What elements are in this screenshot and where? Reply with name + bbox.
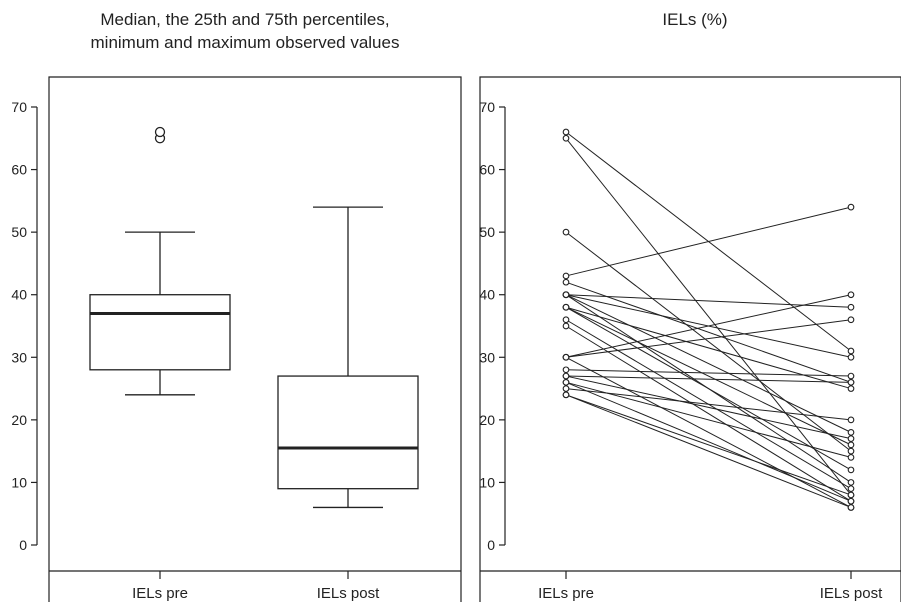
point-post — [847, 504, 855, 511]
point-post — [847, 491, 855, 499]
point-post — [847, 497, 855, 505]
paired-line — [565, 381, 852, 458]
point-pre — [562, 391, 570, 399]
point-post — [847, 303, 855, 311]
point-post — [847, 291, 855, 299]
point-post — [847, 447, 855, 455]
panel-0-category-label: IELs post — [317, 585, 380, 602]
point-post — [847, 485, 855, 493]
panel-1-category-label: IELs pre — [538, 585, 594, 602]
point-pre — [562, 128, 570, 136]
paired-line — [565, 294, 852, 358]
paired-line — [565, 294, 852, 308]
point-pre — [562, 228, 570, 236]
paired-line — [565, 375, 852, 383]
paired-line — [565, 206, 852, 277]
panel-1-y-tick-label: 70 — [479, 99, 495, 115]
panel-1-y-tick-label: 0 — [487, 537, 495, 553]
point-post — [847, 416, 855, 424]
paired-line — [565, 388, 852, 421]
panel-0-y-tick-label: 60 — [11, 162, 27, 178]
panel-1-y-tick-label: 10 — [479, 474, 495, 490]
point-post — [847, 203, 855, 211]
point-post — [847, 454, 855, 461]
point-pre — [562, 366, 570, 374]
point-pre — [562, 291, 570, 299]
point-post — [847, 466, 855, 474]
panel-0-y-tick-label: 10 — [11, 474, 27, 490]
panel-1-y-tick-label: 50 — [479, 224, 495, 240]
point-pre — [562, 353, 570, 361]
left-chart-title-line-1: Median, the 25th and 75th percentiles, — [100, 10, 390, 29]
point-pre — [562, 316, 570, 324]
box-outlier — [154, 126, 166, 138]
panel-0-y-tick-label: 70 — [11, 99, 27, 115]
panel-1-y-tick-label: 60 — [479, 162, 495, 178]
paired-line — [565, 294, 852, 433]
panel-1-category-label: IELs post — [820, 585, 883, 602]
point-post — [847, 435, 855, 442]
left-chart-title: Median, the 25th and 75th percentiles, m… — [30, 8, 460, 54]
point-post — [847, 347, 855, 355]
panel-1-frame — [479, 76, 901, 602]
paired-line — [565, 231, 852, 452]
paired-line — [565, 319, 852, 358]
panel-1-y-tick-label: 20 — [479, 412, 495, 428]
point-pre — [562, 134, 570, 142]
panel-0-y-tick-label: 20 — [11, 412, 27, 428]
point-post — [847, 385, 855, 392]
panel-0-y-tick-label: 40 — [11, 287, 27, 303]
panel-1-y-tick-label: 40 — [479, 287, 495, 303]
point-pre — [562, 378, 570, 386]
paired-line — [565, 137, 852, 496]
paired-line — [565, 381, 852, 502]
point-post — [847, 372, 855, 380]
panel-0-y-tick-label: 50 — [11, 224, 27, 240]
paired-line — [565, 325, 852, 502]
point-pre — [562, 278, 570, 286]
paired-line — [565, 356, 852, 508]
box-iqr — [277, 375, 419, 490]
point-post — [847, 441, 855, 449]
point-pre — [562, 385, 570, 392]
paired-line — [565, 394, 852, 496]
right-chart-title: IELs (%) — [662, 10, 728, 29]
point-post — [847, 479, 855, 486]
point-pre — [562, 272, 570, 280]
point-pre — [562, 303, 570, 311]
paired-line — [565, 394, 852, 508]
panel-0-frame — [48, 76, 462, 602]
point-pre — [562, 372, 570, 380]
paired-line — [565, 369, 852, 377]
panel-0-y-tick-label: 30 — [11, 349, 27, 365]
point-post — [847, 316, 855, 324]
paired-line — [565, 306, 852, 471]
paired-line — [565, 306, 852, 446]
paired-line — [565, 375, 852, 440]
point-post — [847, 429, 855, 436]
panel-0-y-tick-label: 0 — [19, 537, 27, 553]
point-post — [847, 378, 855, 386]
box-iqr — [89, 294, 231, 371]
panel-1-y-tick-label: 30 — [479, 349, 495, 365]
point-pre — [562, 322, 570, 330]
paired-line — [565, 281, 852, 383]
point-post — [847, 353, 855, 361]
panel-0-category-label: IELs pre — [132, 585, 188, 602]
left-chart-title-line-2: minimum and maximum observed values — [90, 33, 400, 52]
